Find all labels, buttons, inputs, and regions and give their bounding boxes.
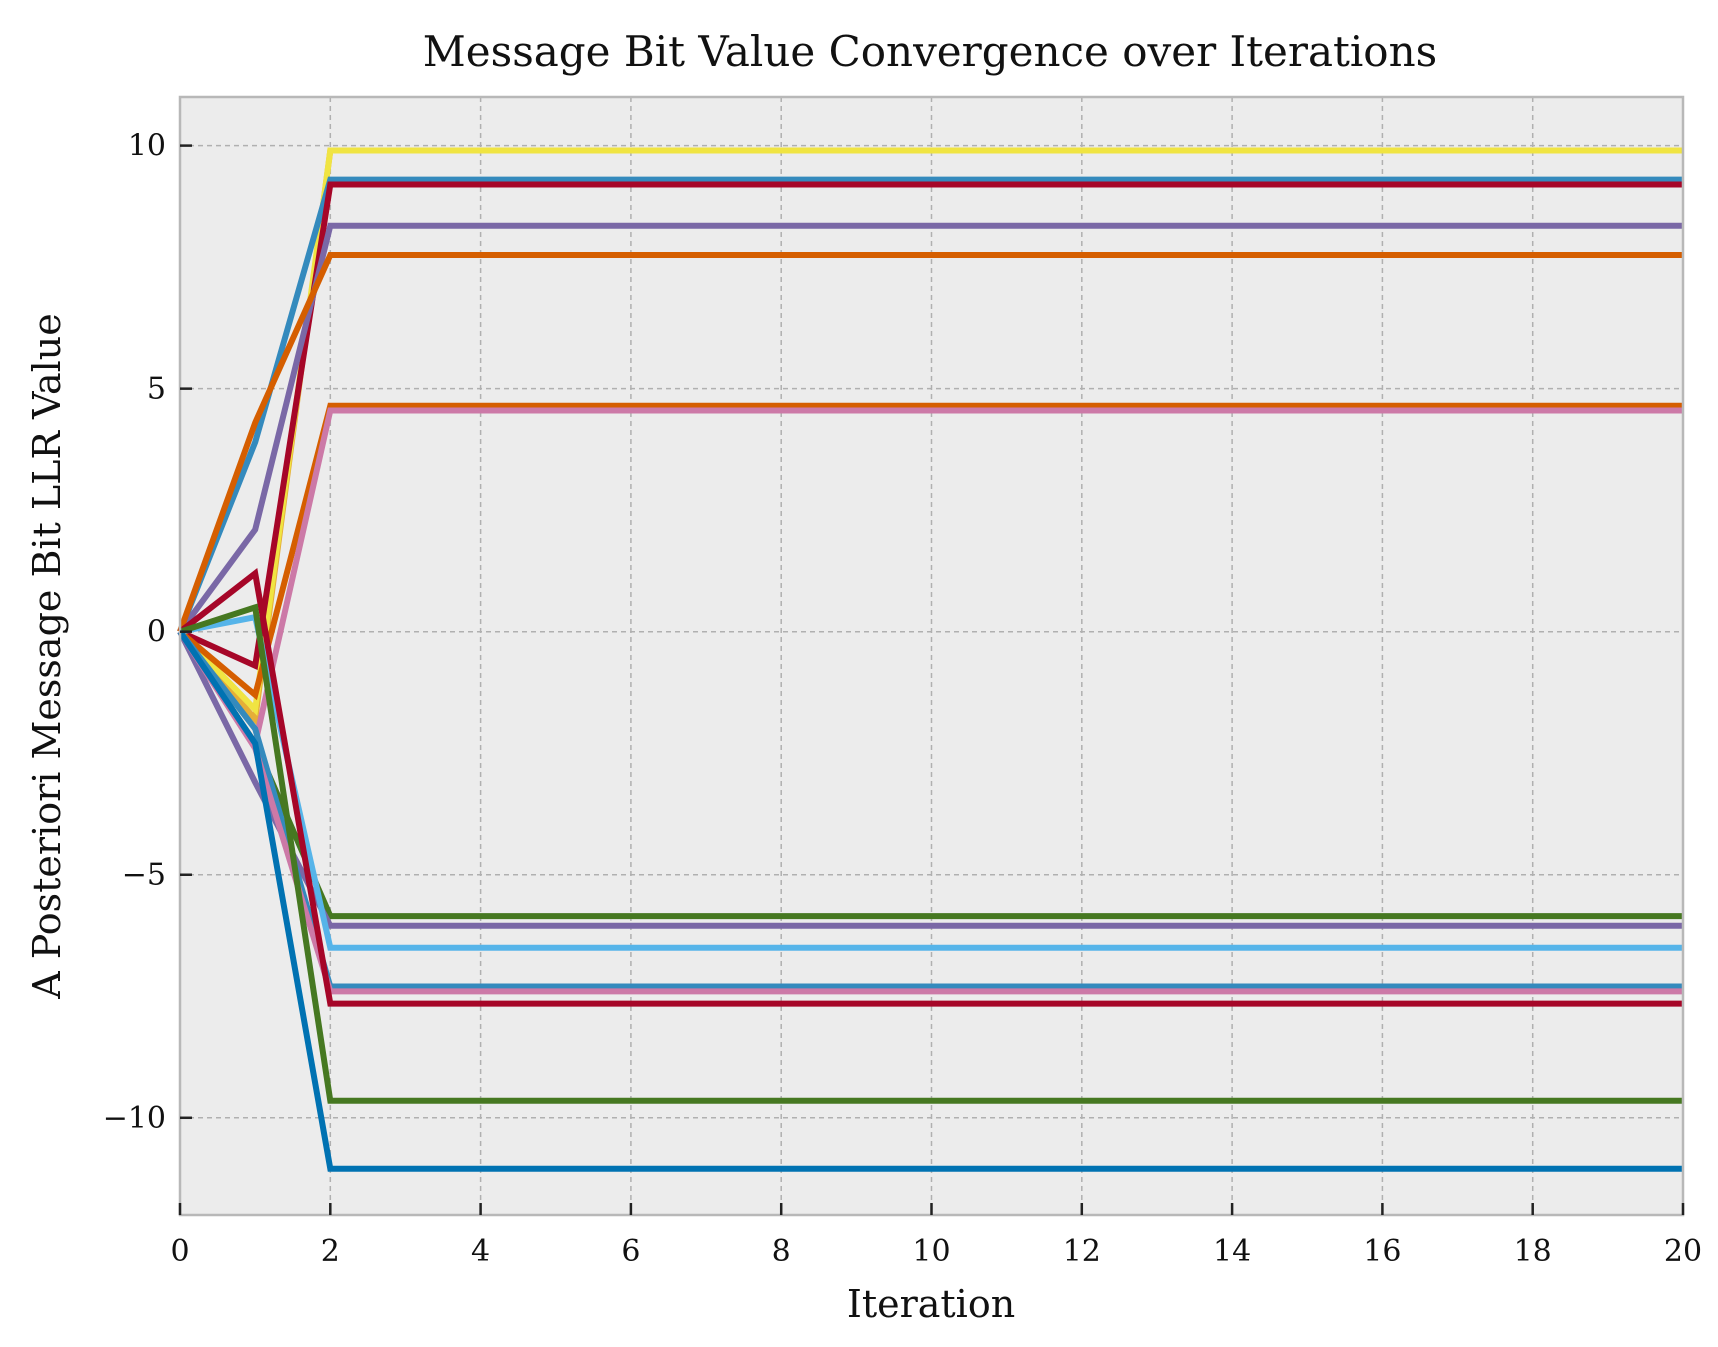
series-line-13 bbox=[177, 630, 1683, 995]
series-line-16 bbox=[177, 630, 1683, 1172]
y-tick-label-1: 5 bbox=[147, 372, 166, 407]
x-tick-label-6: 12 bbox=[1063, 1234, 1101, 1269]
x-tick-label-4: 8 bbox=[772, 1234, 791, 1269]
series-line-2 bbox=[177, 147, 1683, 717]
series-line-11 bbox=[179, 613, 1683, 951]
series-line-12 bbox=[177, 629, 1683, 990]
x-tick-label-9: 18 bbox=[1514, 1234, 1552, 1269]
y-axis-ticks: 10 5 0 −5 −10 bbox=[103, 129, 192, 1136]
x-tick-label-3: 6 bbox=[621, 1234, 640, 1269]
x-tick-label-2: 4 bbox=[471, 1234, 490, 1269]
x-tick-label-0: 0 bbox=[170, 1234, 189, 1269]
x-tick-label-8: 16 bbox=[1363, 1234, 1401, 1269]
series-line-15 bbox=[179, 603, 1683, 1104]
y-tick-label-3: −5 bbox=[122, 858, 166, 893]
series-line-10 bbox=[177, 630, 1683, 929]
series-line-14 bbox=[178, 567, 1683, 1007]
y-axis-label: A Posteriori Message Bit LLR Value bbox=[25, 313, 69, 1000]
series-line-5 bbox=[177, 222, 1683, 634]
x-tick-label-7: 14 bbox=[1213, 1234, 1251, 1269]
series-line-8 bbox=[177, 407, 1683, 751]
series-lines bbox=[177, 147, 1683, 1172]
y-tick-label-2: 0 bbox=[147, 615, 166, 650]
chart-title: Message Bit Value Convergence over Itera… bbox=[423, 27, 1437, 76]
x-axis-label: Iteration bbox=[847, 1282, 1015, 1326]
x-tick-label-1: 2 bbox=[321, 1234, 340, 1269]
series-line-9 bbox=[177, 630, 1683, 920]
y-tick-label-4: −10 bbox=[103, 1101, 166, 1136]
x-axis-ticks: 0 2 4 6 8 10 12 14 16 18 20 bbox=[170, 1203, 1702, 1269]
series-line-6 bbox=[177, 252, 1683, 633]
series-line-3 bbox=[177, 176, 1683, 633]
y-tick-label-0: 10 bbox=[128, 129, 166, 164]
x-tick-label-10: 20 bbox=[1664, 1234, 1702, 1269]
x-tick-label-5: 10 bbox=[912, 1234, 950, 1269]
series-line-7 bbox=[178, 402, 1683, 701]
series-line-4 bbox=[178, 181, 1683, 671]
